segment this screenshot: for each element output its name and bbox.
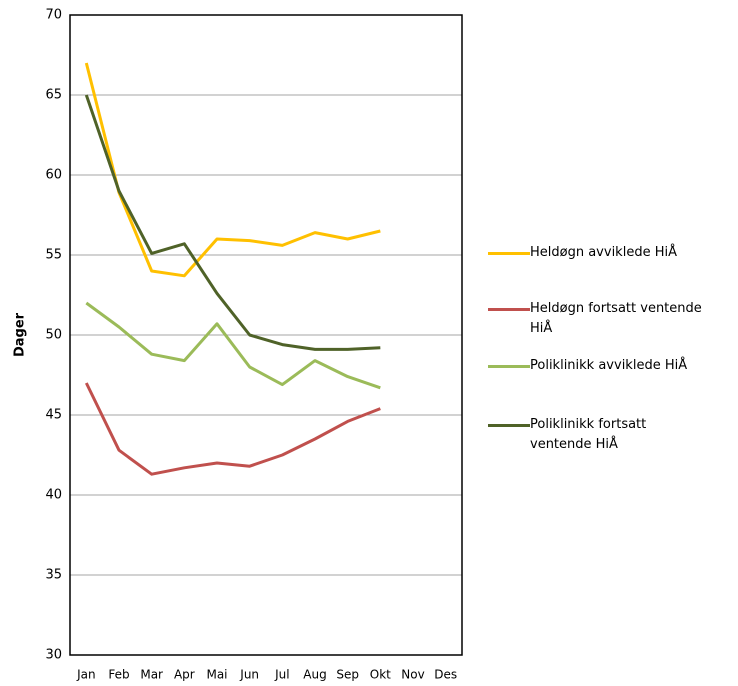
legend-item: Poliklinikk avviklede HiÅ bbox=[488, 356, 703, 376]
x-tick-label: Jan bbox=[76, 668, 96, 682]
legend-swatch bbox=[488, 365, 530, 368]
x-tick-label: Jul bbox=[274, 668, 289, 682]
series-line bbox=[84, 62, 381, 278]
y-tick-label: 35 bbox=[45, 568, 62, 583]
x-tick-label: Feb bbox=[108, 668, 129, 682]
y-tick-label: 60 bbox=[45, 168, 62, 183]
y-tick-label: 45 bbox=[45, 408, 62, 423]
y-tick-label: 30 bbox=[45, 648, 62, 663]
x-tick-label: Nov bbox=[401, 668, 424, 682]
legend-item: Heldøgn avviklede HiÅ bbox=[488, 243, 703, 263]
y-tick-label: 55 bbox=[45, 248, 62, 263]
y-tick-label: 40 bbox=[45, 488, 62, 503]
y-tick-label: 70 bbox=[45, 8, 62, 23]
legend-label: Heldøgn avviklede HiÅ bbox=[530, 245, 677, 260]
series-line bbox=[84, 94, 381, 351]
x-tick-label: Apr bbox=[174, 668, 195, 682]
plot-frame bbox=[69, 14, 463, 656]
y-tick-label: 50 bbox=[45, 328, 62, 343]
legend-label: Poliklinikk fortsatt ventende HiÅ bbox=[530, 417, 647, 452]
x-tick-label: Sep bbox=[336, 668, 359, 682]
x-tick-label: Okt bbox=[370, 668, 391, 682]
x-tick-label: Jun bbox=[239, 668, 259, 682]
legend-item: Poliklinikk fortsatt ventende HiÅ bbox=[488, 415, 703, 455]
series-line bbox=[84, 382, 381, 476]
y-axis-label: Dager bbox=[13, 312, 28, 357]
legend-item: Heldøgn fortsatt ventende HiÅ bbox=[488, 299, 703, 339]
legend-label: Poliklinikk avviklede HiÅ bbox=[530, 358, 688, 373]
legend-swatch bbox=[488, 424, 530, 427]
x-tick-label: Mai bbox=[206, 668, 227, 682]
legend-label: Heldøgn fortsatt ventende HiÅ bbox=[530, 301, 702, 336]
series-line bbox=[85, 301, 381, 390]
legend-swatch bbox=[488, 308, 530, 311]
x-tick-label: Mar bbox=[140, 668, 163, 682]
x-tick-label: Aug bbox=[303, 668, 326, 682]
x-tick-label: Des bbox=[434, 668, 457, 682]
y-tick-label: 65 bbox=[45, 88, 62, 103]
legend-swatch bbox=[488, 252, 530, 255]
